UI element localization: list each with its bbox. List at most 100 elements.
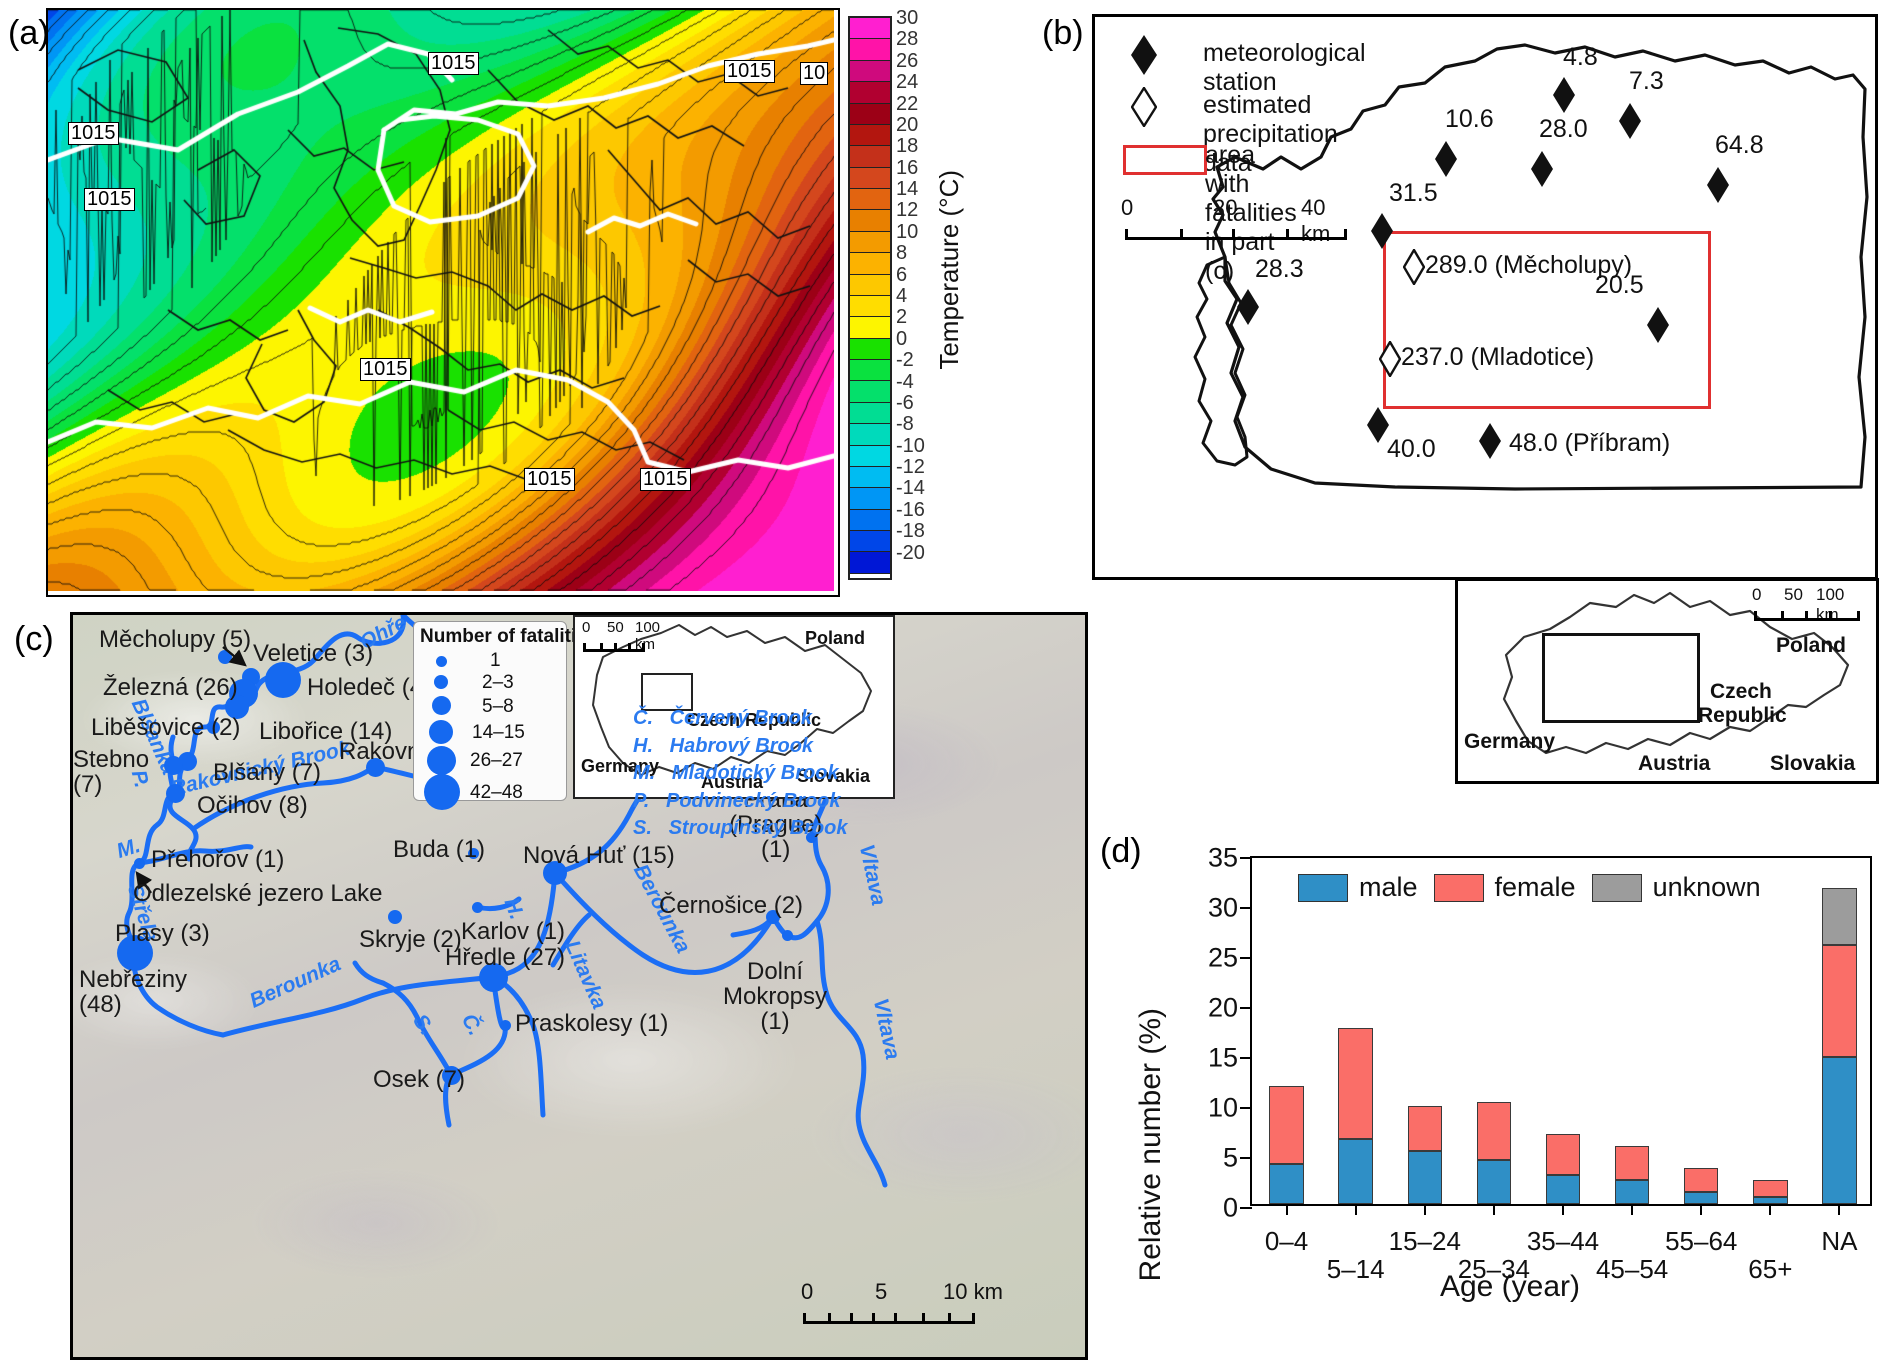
station-marker	[1553, 77, 1575, 118]
station-value-10-6: 10.6	[1445, 105, 1494, 133]
colorbar-tick-label: 10	[896, 220, 919, 243]
legend-label-2-3: 2–3	[482, 672, 514, 693]
colorbar-tick-label: -20	[896, 541, 925, 564]
colorbar-title: Temperature (°C)	[934, 170, 964, 370]
brook-key-mladoticky: M. Mladotický Brook	[633, 762, 839, 785]
station-value-20-5: 20.5	[1595, 271, 1644, 299]
place-label-hredle: Hředle (27)	[445, 944, 566, 971]
x-tick-label: 55–64	[1665, 1226, 1738, 1256]
legend-entry-unknown: unknown	[1591, 872, 1761, 903]
y-tick-label: 30	[1207, 892, 1238, 923]
station-value-40-0: 40.0	[1387, 435, 1436, 463]
bar-segment-male	[1753, 1197, 1788, 1204]
c-scale-num-0: 0	[801, 1279, 814, 1304]
panel-d-label: (d)	[1100, 832, 1142, 870]
colorbar-swatch	[850, 295, 890, 318]
fatality-dot	[134, 858, 145, 869]
colorbar-swatch	[850, 253, 890, 275]
fatality-dot	[225, 695, 249, 719]
place-label-stebno: Stebno (7)	[73, 746, 150, 799]
colorbar-tick-label: -10	[896, 434, 925, 457]
study-area-box	[641, 673, 693, 711]
y-tick-mark	[1240, 957, 1252, 959]
panel-b-scale-bar: 0 20 40 km	[1121, 195, 1347, 246]
colorbar-swatch	[850, 60, 890, 83]
x-tick-mark	[1838, 1204, 1841, 1215]
colorbar-tick-label: 26	[896, 49, 919, 72]
legend-circle-26-27	[427, 746, 456, 775]
colorbar-tick-label: 24	[896, 71, 919, 94]
place-label-libesovice: Liběšovice (2)	[91, 714, 241, 741]
legend-label-estimated-precipitation: estimated precipitation data	[1203, 91, 1338, 177]
bar-segment-male	[1545, 1175, 1581, 1204]
place-label-skryje: Skryje (2)	[359, 926, 462, 953]
place-label-prehorov: Přehořov (1)	[151, 846, 285, 873]
legend-entry-female: female	[1433, 872, 1576, 903]
y-tick-mark	[1240, 1057, 1252, 1059]
c-scale-num-5: 5	[875, 1279, 888, 1304]
legend-label-meteorological-station: meteorological station	[1203, 39, 1366, 96]
fatality-dot	[468, 848, 479, 859]
legend-label-26-27: 26–27	[470, 750, 523, 771]
fatality-dot	[207, 721, 220, 734]
bar-stack	[1407, 854, 1443, 1204]
brook-key-cerveny: Č. Červený Brook	[633, 707, 812, 729]
place-label-blsany: Blšany (7)	[213, 759, 322, 786]
colorbar-tick-label: -4	[896, 370, 914, 393]
fatality-area-box	[1383, 231, 1711, 409]
station-marker	[1707, 167, 1729, 208]
bar-stack	[1614, 854, 1650, 1204]
y-tick-mark	[1240, 1157, 1252, 1159]
panel-c-legend: Number of fatalities 1 2–3 5–8 14–15 26–…	[413, 621, 597, 810]
filled-diamond-icon	[1131, 35, 1157, 82]
fatality-dot	[442, 1066, 461, 1085]
country-label-poland: Poland	[1776, 634, 1847, 657]
colorbar-tick-label: 20	[896, 113, 919, 136]
colorbar-swatch	[850, 445, 890, 467]
colorbar-swatch	[850, 552, 890, 574]
station-marker	[1367, 407, 1389, 448]
legend-circle-14-15	[429, 720, 453, 744]
estimated-precip-marker	[1402, 247, 1426, 290]
panel-a-label: (a)	[8, 14, 50, 52]
legend-title-number-of-fatalities: Number of fatalities	[420, 626, 598, 647]
scale-num-40km: 40 km	[1301, 195, 1331, 246]
legend-label-fatality-area: area with fatalities in part (c)	[1205, 141, 1297, 285]
country-label-czech-republic: Czech Republic	[687, 710, 822, 730]
bar-stack	[1269, 854, 1304, 1204]
colorbar-swatch	[850, 82, 890, 104]
panel-b-precipitation-map: meteorological station estimated precipi…	[1092, 14, 1878, 580]
x-axis-label: Age (year)	[1439, 1270, 1581, 1303]
y-tick-label: 5	[1222, 1142, 1238, 1173]
legend-circle-5-8	[432, 696, 451, 715]
colorbar-tick-label: 22	[896, 92, 919, 115]
c-inset-scale-num-0: 0	[582, 619, 591, 636]
bar-segment-male	[1614, 1180, 1650, 1204]
station-value-28-3: 28.3	[1255, 255, 1304, 283]
estimated-value-mecholupy: 289.0 (Měcholupy)	[1425, 251, 1633, 279]
x-tick-label: 5–14	[1326, 1254, 1385, 1284]
colorbar-tick-label: -2	[896, 349, 914, 372]
inset-scale-num-0: 0	[1752, 585, 1762, 604]
place-label-ocihov: Očihov (8)	[197, 792, 308, 819]
isobar-label: 1015	[640, 468, 691, 491]
colorbar-tick-label: 30	[896, 7, 919, 29]
colorbar-swatch	[850, 360, 890, 382]
station-marker	[1531, 151, 1553, 192]
panel-c-overview-inset: 0 50 100 km Poland Czech Republic German…	[573, 615, 895, 799]
isobar-label: 1015	[360, 358, 411, 381]
y-tick-label: 35	[1207, 842, 1238, 873]
fatality-dot	[479, 963, 508, 992]
chart-legend: male female unknown	[1298, 872, 1761, 903]
temperature-colorbar	[848, 16, 892, 580]
colorbar-swatch	[850, 124, 890, 147]
country-label-slovakia: Slovakia	[1770, 752, 1856, 775]
bar-stack	[1545, 854, 1581, 1204]
colorbar-tick-label: -16	[896, 498, 925, 521]
y-tick-label: 25	[1207, 942, 1238, 973]
x-tick-label: 65+	[1748, 1254, 1793, 1284]
isobar-label-edge: 10	[800, 62, 829, 85]
x-tick-mark	[1285, 1204, 1288, 1215]
station-marker	[1619, 103, 1641, 144]
fatality-dot	[164, 756, 183, 775]
